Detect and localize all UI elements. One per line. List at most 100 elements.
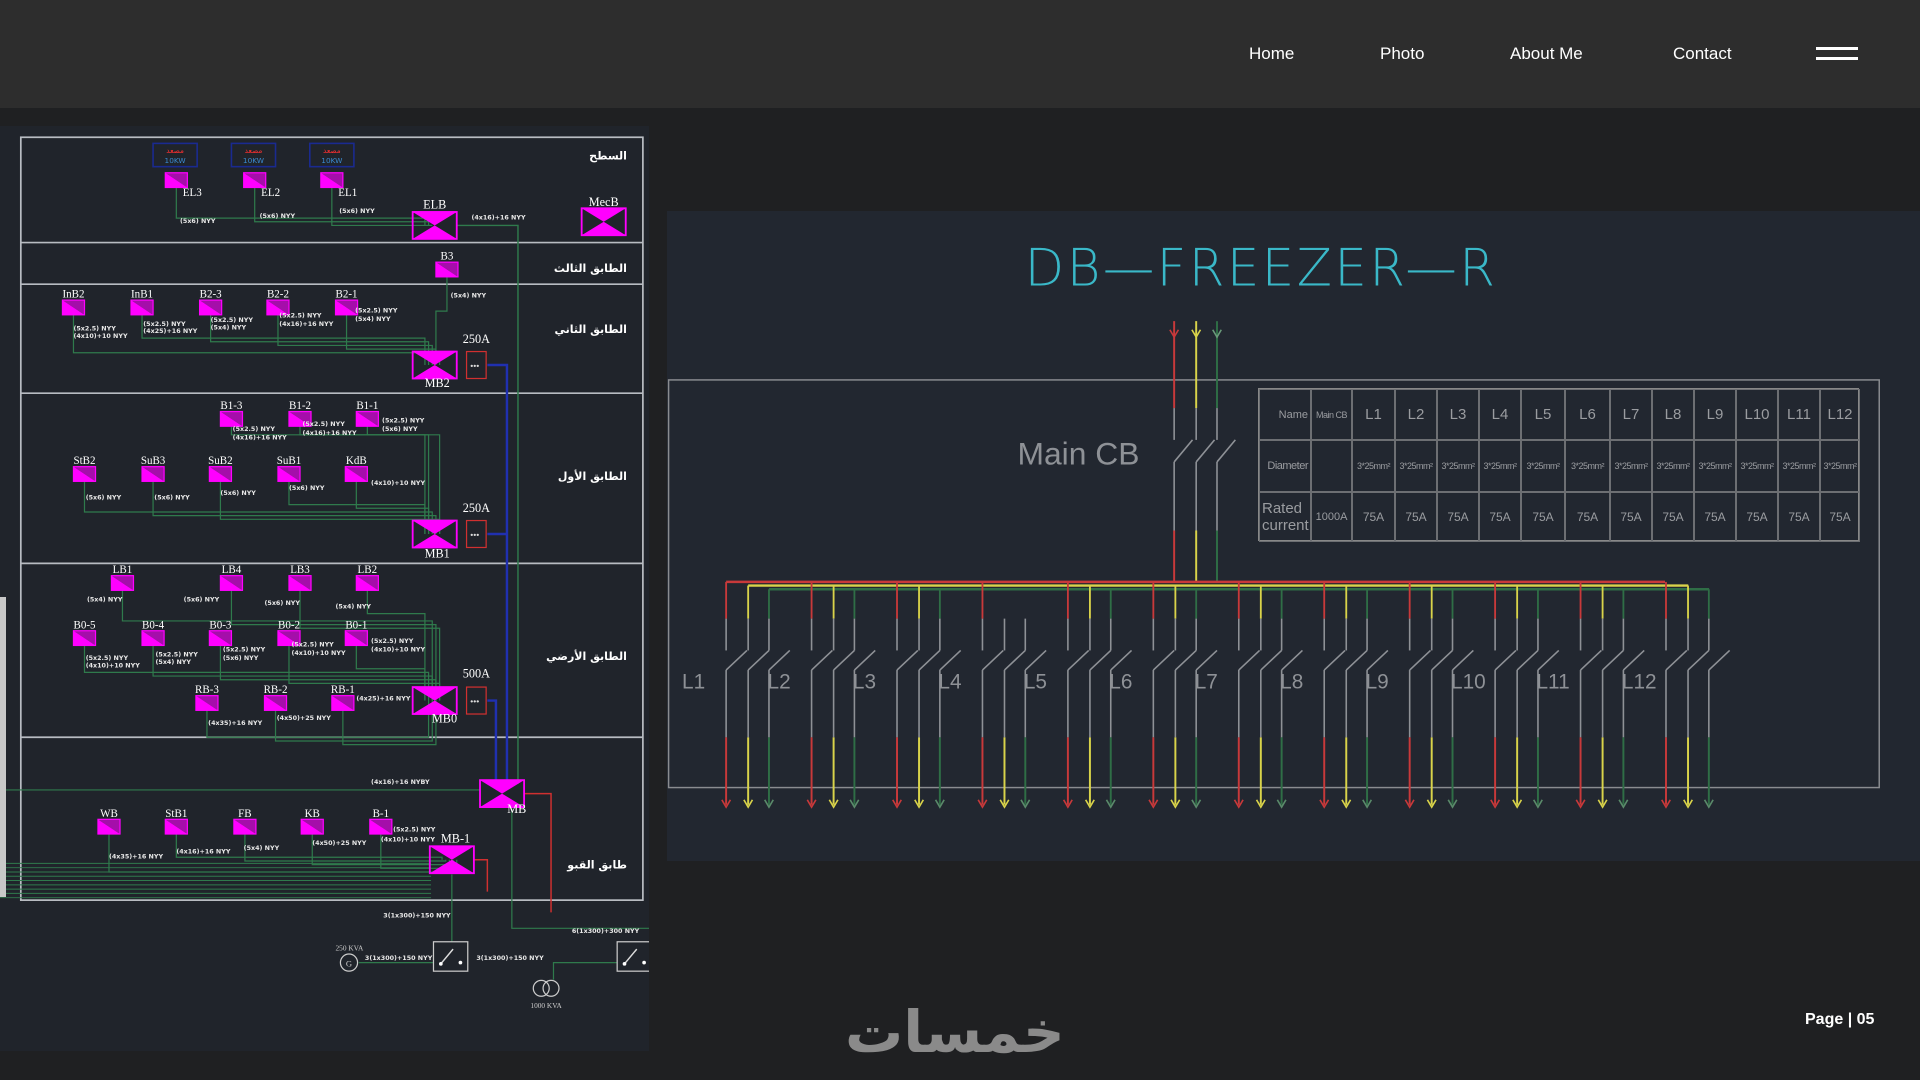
breaker-dots: ••• bbox=[470, 530, 479, 540]
diameter-cell: 3*25mm² bbox=[1521, 440, 1565, 492]
arrow-icon bbox=[1341, 799, 1352, 809]
floor-label: الطابق الثالث bbox=[554, 262, 627, 275]
hamburger-icon[interactable] bbox=[1816, 47, 1858, 61]
sub-board-label: LB1 bbox=[113, 564, 133, 576]
circuit-breaker-switch bbox=[1345, 649, 1368, 671]
arrow-icon bbox=[1703, 799, 1714, 809]
rated-current-cell: 75A bbox=[1521, 492, 1565, 542]
sub-board-label: InB2 bbox=[62, 289, 84, 301]
sub-board bbox=[277, 466, 301, 482]
feeder-cable bbox=[83, 645, 430, 701]
arrow-icon bbox=[828, 799, 839, 809]
sub-board-label: B3 bbox=[441, 251, 454, 263]
sub-board-label: FB bbox=[238, 808, 251, 820]
cable-label: (5x2.5) NYY bbox=[156, 651, 199, 658]
arrow-icon bbox=[1597, 799, 1608, 809]
riser-diagram: السطح الطابق الثالث الطابق الثاني الطابق ال… bbox=[0, 136, 653, 1010]
arrow-icon bbox=[1169, 329, 1180, 339]
sub-board bbox=[97, 818, 121, 835]
nav-photo[interactable]: Photo bbox=[1380, 44, 1425, 63]
cable-label: (5x2.5) NYY bbox=[211, 317, 254, 324]
circuit-label: L12 bbox=[1622, 670, 1657, 693]
sub-board bbox=[355, 410, 379, 427]
main-board-label: MB2 bbox=[425, 376, 450, 390]
circuit-breaker-switch bbox=[1366, 649, 1389, 671]
elevator-label: مصعد bbox=[245, 146, 263, 155]
cable-label: (5x4) NYY bbox=[211, 325, 247, 332]
circuit-breaker-switch bbox=[1622, 649, 1645, 671]
cable-label: (4x35)+16 NYY bbox=[208, 720, 263, 727]
sub-board-label: InB1 bbox=[131, 289, 153, 301]
main-board bbox=[411, 686, 458, 715]
sub-board bbox=[320, 172, 344, 189]
sub-board-label: LB3 bbox=[290, 564, 310, 576]
feeder-cable bbox=[299, 426, 426, 535]
cable-label: (5x6) NYY bbox=[154, 495, 190, 502]
nav-contact[interactable]: Contact bbox=[1673, 44, 1732, 63]
elevator-box bbox=[152, 142, 198, 168]
elevator-power: 10KW bbox=[165, 156, 186, 165]
nav-home[interactable]: Home bbox=[1249, 44, 1295, 63]
cable-label: (5x2.5) NYY bbox=[355, 307, 398, 314]
diameter-cell: 3*25mm² bbox=[1352, 440, 1395, 492]
circuit-breaker-switch bbox=[1195, 649, 1218, 671]
cable-label: (5x2.5) NYY bbox=[393, 827, 436, 834]
feeder-cable bbox=[254, 187, 430, 226]
generator-icon bbox=[339, 953, 359, 972]
cable-label: (5x4) NYY bbox=[87, 596, 123, 603]
cable-label: (5x6) NYY bbox=[86, 495, 122, 502]
feeder-cable bbox=[331, 187, 433, 227]
arrow-icon bbox=[1683, 799, 1694, 809]
building-outline bbox=[19, 136, 644, 901]
cable-label: (5x4) NYY bbox=[156, 659, 192, 666]
cable-label: (5x2.5) NYY bbox=[223, 647, 266, 654]
column-header: L6 bbox=[1565, 389, 1610, 440]
generator-rating: 250 KVA bbox=[336, 943, 364, 952]
column-header: L2 bbox=[1395, 389, 1437, 440]
column-header: L10 bbox=[1736, 389, 1778, 440]
cable-label: (5x6) NYY bbox=[260, 213, 296, 220]
sub-board-label: StB2 bbox=[73, 455, 95, 467]
arrow-icon bbox=[1233, 799, 1244, 809]
circuit-breaker-switch bbox=[1067, 649, 1090, 671]
main-board-label: MB1 bbox=[425, 546, 450, 560]
cable-label: (4x35)+16 NYY bbox=[109, 854, 164, 861]
diameter-cell: 3*25mm² bbox=[1610, 440, 1652, 492]
cable-label: (5x2.5) NYY bbox=[291, 642, 334, 649]
cable-label: (4x10)+10 NYY bbox=[73, 333, 128, 340]
rated-current-cell: 75A bbox=[1820, 492, 1860, 542]
sub-board bbox=[72, 466, 97, 482]
cable-label: (5x2.5) NYY bbox=[86, 655, 129, 662]
rated-current-cell: 75A bbox=[1652, 492, 1694, 542]
sub-board-label: KdB bbox=[346, 455, 367, 467]
cable-label: (4x16)+16 NYY bbox=[279, 321, 334, 328]
sub-board bbox=[243, 172, 267, 189]
cable-label: (4x25)+16 NYY bbox=[356, 696, 411, 703]
column-header: L4 bbox=[1479, 389, 1521, 440]
circuit-breaker-switch bbox=[853, 649, 876, 671]
arrow-icon bbox=[721, 799, 732, 809]
cable-label: (5x6) NYY bbox=[264, 600, 300, 607]
circuit-breaker-switch bbox=[768, 649, 791, 671]
diameter-cell: 3*25mm² bbox=[1652, 440, 1694, 492]
elevator-power: 10KW bbox=[243, 156, 264, 165]
diameter-cell: 3*25mm² bbox=[1565, 440, 1610, 492]
main-board-label: MB-1 bbox=[441, 832, 470, 846]
arrow-icon bbox=[806, 799, 817, 809]
sub-board-label: EL2 bbox=[261, 187, 280, 199]
column-header: L3 bbox=[1437, 389, 1479, 440]
cable-label: (5x4) NYY bbox=[355, 316, 391, 323]
sub-board bbox=[435, 261, 459, 278]
circuit-breaker-switch bbox=[1580, 649, 1602, 671]
sub-board-label: B2-1 bbox=[336, 289, 358, 301]
nav-about-me[interactable]: About Me bbox=[1510, 44, 1583, 63]
circuit-breaker-switch bbox=[939, 649, 962, 671]
cable-label: (4x10)+10 NYY bbox=[371, 647, 426, 654]
cable-label: (4x16)+16 NYY bbox=[233, 435, 288, 442]
circuit-label: L8 bbox=[1280, 670, 1303, 693]
arrow-icon bbox=[1447, 799, 1458, 809]
circuit-breaker-switch bbox=[1708, 649, 1731, 671]
cable-label: 3(1x300)+150 NYY bbox=[365, 955, 433, 962]
main-board-label: MB0 bbox=[432, 712, 457, 726]
circuit-breaker-switch bbox=[1089, 649, 1112, 671]
